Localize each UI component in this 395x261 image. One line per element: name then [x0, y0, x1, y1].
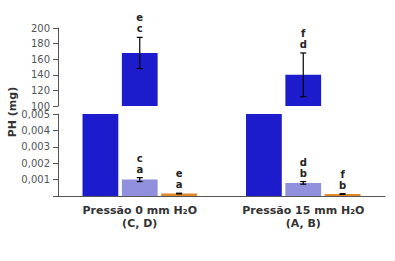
svg-text:Pressão 0 mm H₂O: Pressão 0 mm H₂O: [83, 204, 197, 217]
svg-text:0,002: 0,002: [21, 158, 50, 169]
svg-text:120: 120: [31, 85, 50, 96]
svg-text:180: 180: [31, 38, 50, 49]
svg-text:160: 160: [31, 54, 50, 65]
svg-text:100: 100: [30, 100, 50, 112]
svg-text:f: f: [340, 169, 345, 180]
svg-text:Pressão 15 mm H₂O: Pressão 15 mm H₂O: [242, 204, 364, 217]
svg-text:(C, D): (C, D): [122, 217, 157, 230]
svg-text:d: d: [300, 157, 307, 168]
svg-text:f: f: [301, 28, 306, 39]
svg-text:e: e: [176, 168, 183, 179]
svg-text:0,004: 0,004: [21, 125, 50, 136]
svg-text:d: d: [300, 39, 307, 50]
svg-text:0,003: 0,003: [21, 141, 50, 152]
svg-text:c: c: [137, 23, 143, 34]
svg-text:a: a: [176, 179, 183, 190]
svg-text:0,001: 0,001: [21, 174, 50, 185]
svg-text:PH (mg): PH (mg): [6, 87, 19, 138]
svg-text:e: e: [136, 12, 143, 23]
svg-text:(A, B): (A, B): [286, 217, 321, 230]
svg-text:a: a: [136, 164, 143, 175]
svg-text:0,005: 0,005: [21, 109, 50, 120]
svg-text:140: 140: [31, 69, 50, 80]
svg-text:b: b: [339, 180, 346, 191]
svg-text:b: b: [300, 168, 307, 179]
svg-text:200: 200: [31, 23, 50, 34]
svg-text:c: c: [137, 153, 143, 164]
